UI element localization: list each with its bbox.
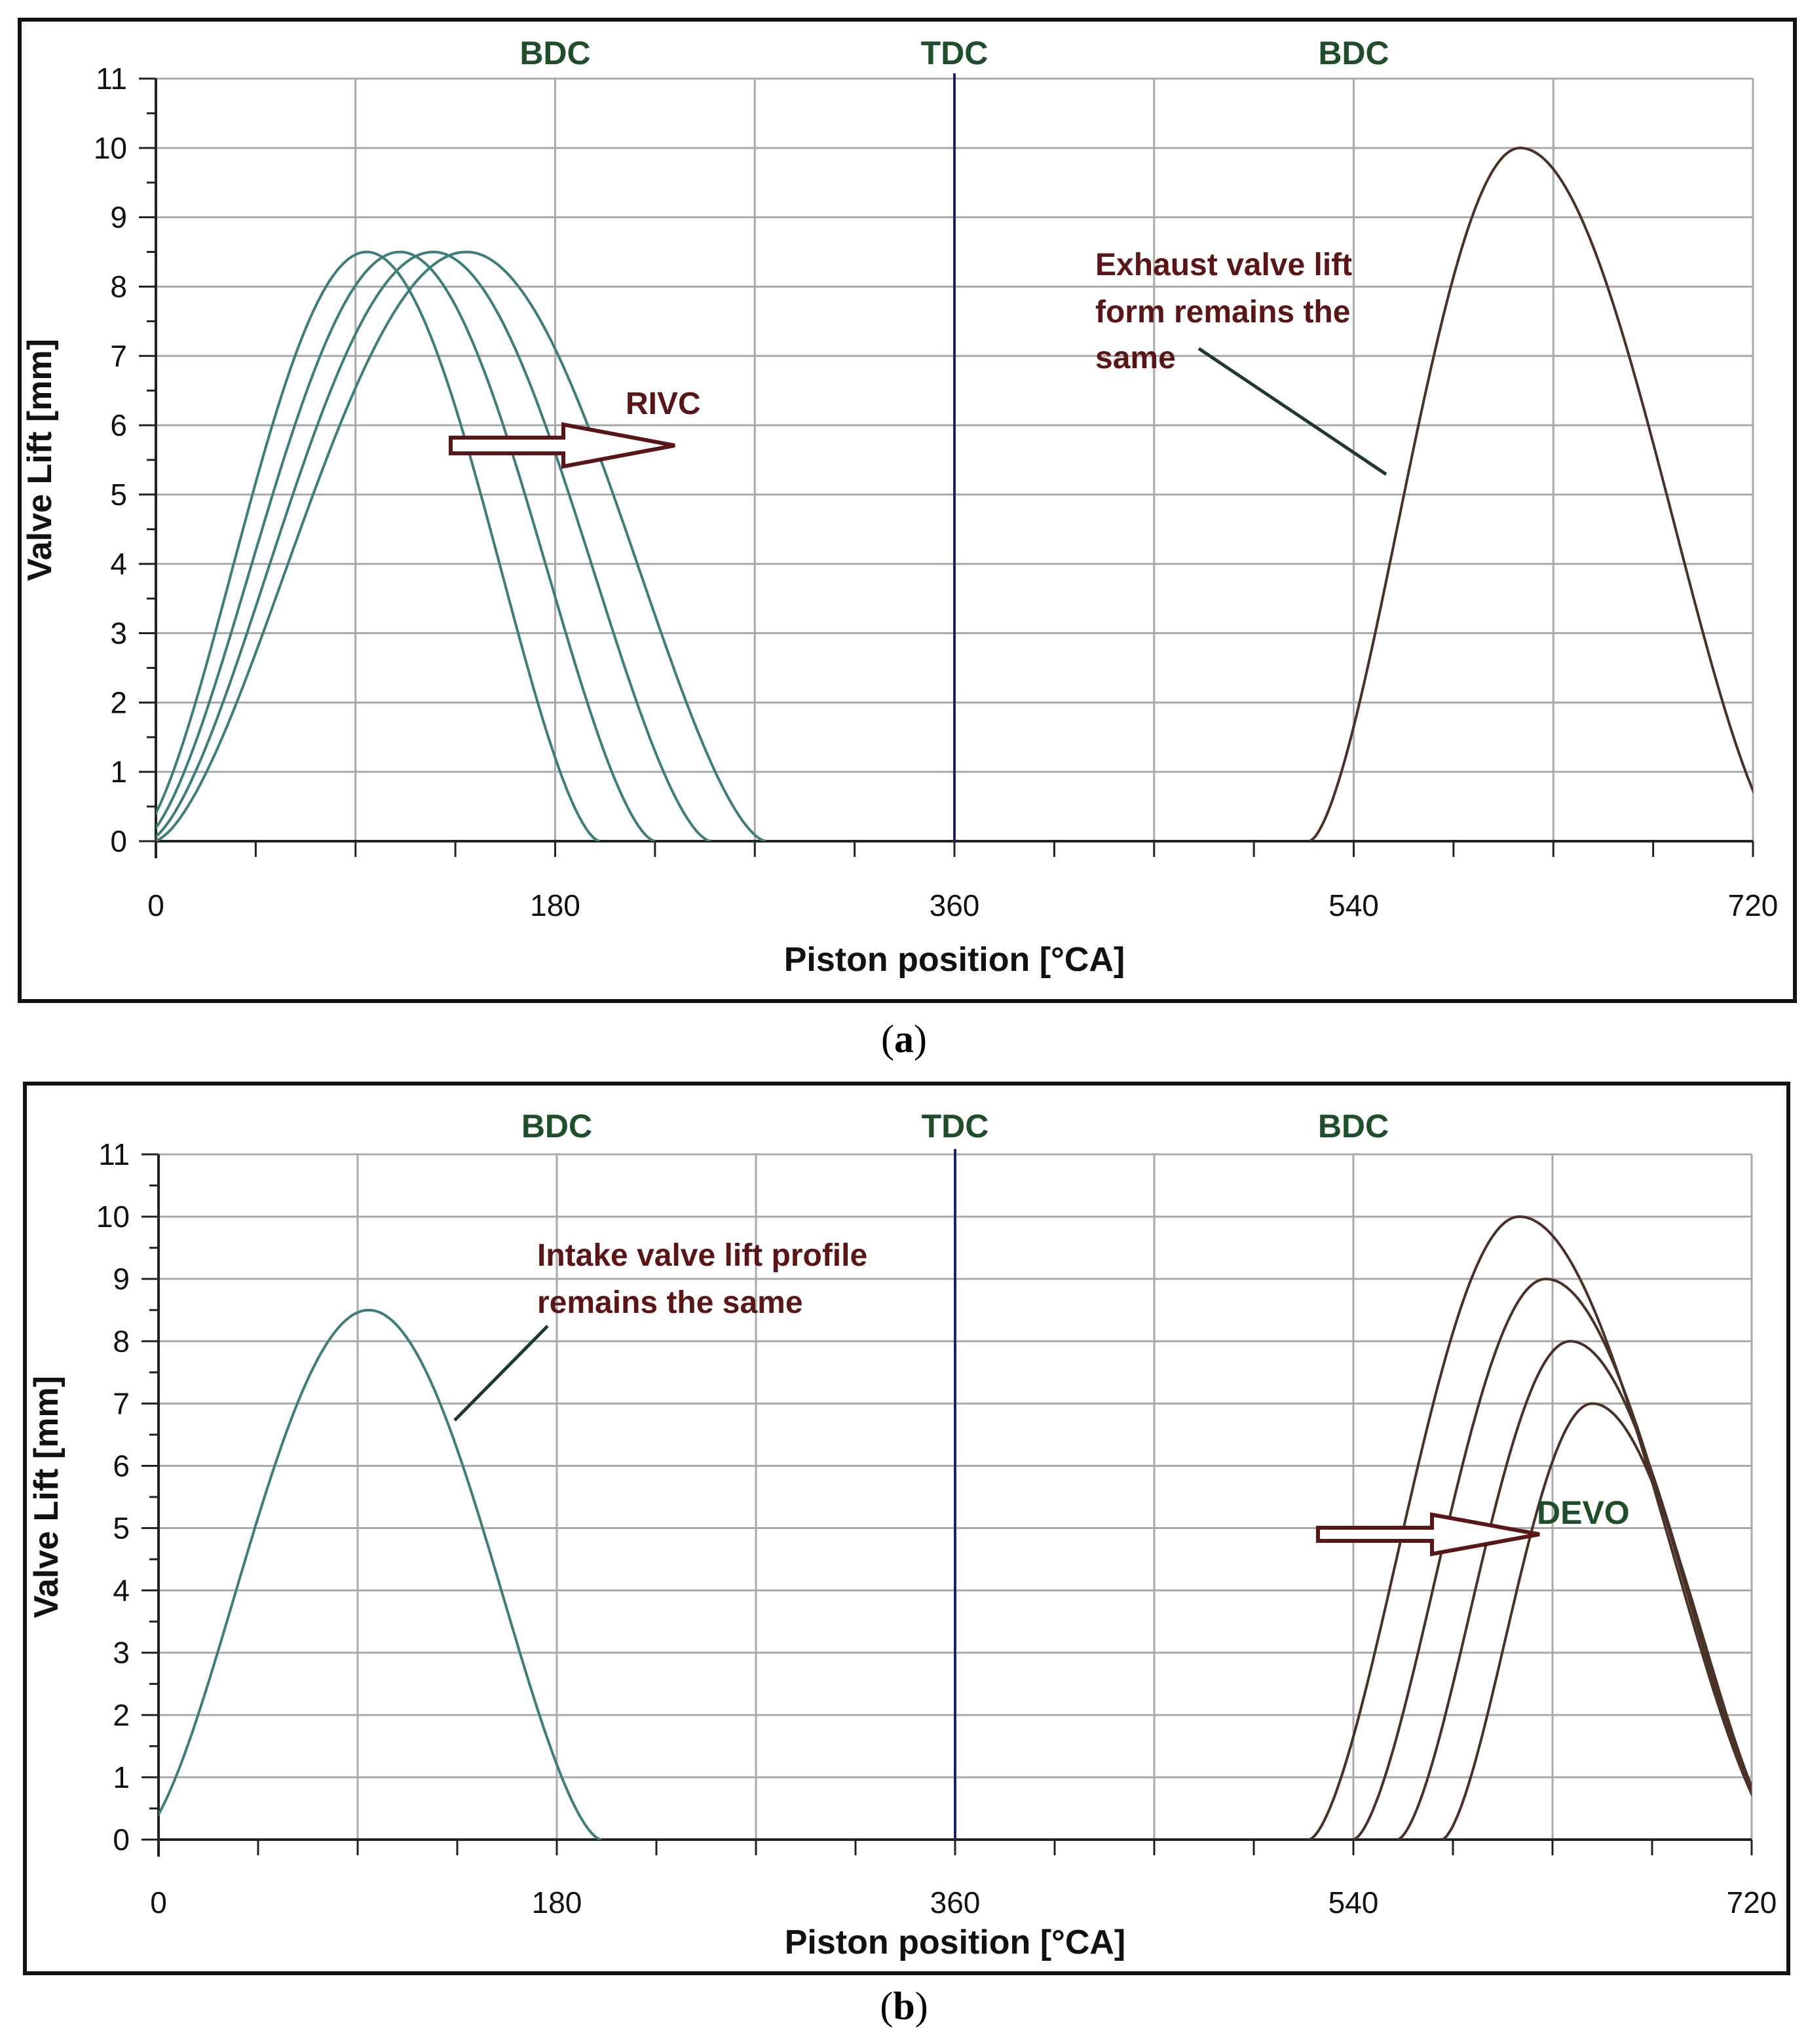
x-tick-label: 0 — [150, 1885, 167, 1920]
dead-centre-marker: BDC — [521, 1108, 592, 1145]
y-tick-label: 6 — [110, 408, 127, 442]
y-tick-label: 1 — [113, 1760, 130, 1794]
devo-label: DEVO — [1537, 1494, 1630, 1531]
caption-a: (a) — [881, 1017, 927, 1061]
x-tick-label: 540 — [1328, 888, 1379, 922]
y-tick-label: 9 — [110, 200, 127, 235]
valve-lift-chart-b: 0 1 2 3 4 5 6 7 8 9 10 11 0 180 360 540 720 BDC TDC BDC Pist… — [23, 1082, 1790, 1975]
chart-panel-a: 0 1 2 3 4 5 6 7 8 9 10 11 0 180 360 540 720 BDC TDC BDC Pist… — [18, 18, 1797, 1061]
caption-b: (b) — [880, 1984, 928, 2028]
x-tick-label: 180 — [532, 1885, 582, 1920]
y-tick-label: 8 — [113, 1324, 130, 1358]
y-tick-label: 0 — [113, 1823, 130, 1857]
y-tick-label: 4 — [113, 1574, 130, 1608]
x-tick-label: 180 — [530, 888, 580, 922]
x-tick-label: 720 — [1728, 888, 1779, 922]
y-tick-label: 6 — [113, 1448, 130, 1483]
y-tick-label: 10 — [96, 1200, 130, 1234]
dead-centre-marker: TDC — [921, 35, 989, 71]
exhaust-note-line-2: form remains the — [1095, 295, 1350, 330]
intake-valve-lift-curve-1 — [156, 250, 600, 841]
x-tick-label: 360 — [930, 1885, 981, 1920]
intake-valve-lift-curve-1 — [159, 1308, 602, 1840]
y-axis-title: Valve Lift [mm] — [28, 1376, 66, 1618]
y-tick-label: 4 — [110, 547, 127, 581]
chart-panel-b: 0 1 2 3 4 5 6 7 8 9 10 11 0 180 360 540 720 BDC TDC BDC Pist… — [0, 1074, 1808, 2044]
y-axis-title: Valve Lift [mm] — [21, 339, 59, 581]
y-tick-label: 3 — [110, 616, 127, 651]
dead-centre-marker: BDC — [1318, 1108, 1389, 1145]
valve-lift-chart-a: 0 1 2 3 4 5 6 7 8 9 10 11 0 180 360 540 720 BDC TDC BDC Pist… — [18, 18, 1797, 1003]
y-tick-label: 8 — [110, 269, 127, 303]
y-tick-label: 1 — [110, 755, 127, 789]
y-tick-label: 2 — [110, 685, 127, 719]
x-axis-title: Piston position [°CA] — [784, 941, 1125, 979]
y-tick-label: 7 — [113, 1386, 130, 1420]
exhaust-valve-lift-curve-5 — [1308, 146, 1753, 841]
dead-centre-marker: BDC — [1318, 35, 1389, 71]
exhaust-valve-lift-curve-2 — [1308, 1215, 1752, 1840]
exhaust-note-line-3: same — [1095, 341, 1176, 375]
figure-frame — [18, 18, 1797, 1003]
y-tick-label: 5 — [113, 1511, 130, 1545]
exhaust-valve-lift-curve-5 — [1441, 1402, 1752, 1840]
y-tick-label: 10 — [94, 131, 127, 165]
figure-frame — [23, 1082, 1790, 1975]
intake-valve-lift-curve-3 — [156, 250, 711, 841]
y-tick-label: 9 — [113, 1262, 130, 1296]
y-tick-label: 5 — [110, 478, 127, 512]
y-tick-label: 3 — [113, 1636, 130, 1670]
x-tick-label: 720 — [1727, 1885, 1777, 1920]
x-tick-label: 360 — [930, 888, 980, 922]
x-tick-label: 540 — [1328, 1885, 1379, 1920]
intake-note-leader — [453, 1325, 549, 1422]
intake-note-line-2: remains the same — [537, 1285, 803, 1320]
exhaust-note-leader — [1197, 347, 1387, 476]
dead-centre-marker: TDC — [922, 1108, 989, 1145]
devo-shift-arrow — [1316, 1512, 1540, 1557]
x-axis-title: Piston position [°CA] — [785, 1923, 1126, 1961]
rivc-label: RIVC — [626, 387, 701, 421]
y-tick-label: 0 — [110, 824, 127, 858]
dead-centre-marker: BDC — [519, 35, 590, 71]
exhaust-valve-lift-curve-3 — [1353, 1278, 1752, 1840]
rivc-shift-arrow — [449, 422, 675, 469]
intake-valve-lift-curve-4 — [156, 250, 766, 841]
x-tick-label: 0 — [147, 888, 164, 922]
exhaust-note-line-1: Exhaust valve lift — [1095, 248, 1352, 282]
intake-note-line-1: Intake valve lift profile — [537, 1238, 867, 1273]
y-tick-label: 7 — [110, 339, 127, 373]
y-tick-label: 2 — [113, 1698, 130, 1732]
y-tick-label: 11 — [98, 1137, 130, 1171]
intake-valve-lift-curve-2 — [156, 250, 656, 841]
y-tick-label: 11 — [96, 62, 127, 96]
